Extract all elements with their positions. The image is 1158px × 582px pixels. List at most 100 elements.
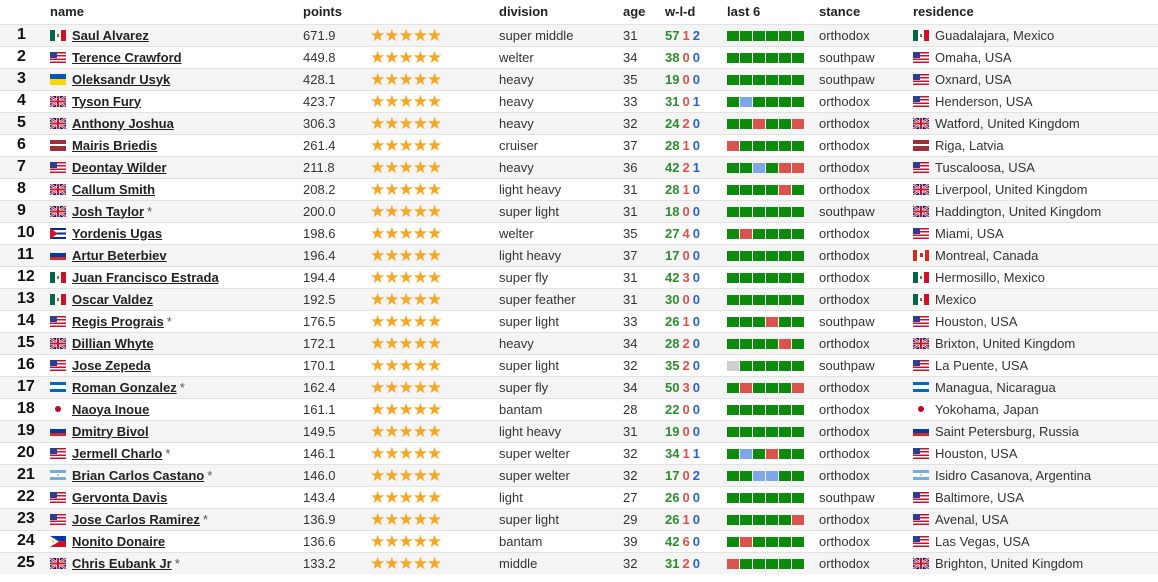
header-name[interactable]: name: [50, 4, 84, 20]
star-rating-icon: ★★★★★: [370, 377, 442, 397]
residence-cell: Liverpool, United Kingdom: [913, 177, 1158, 200]
stars-cell: ★★★★★: [370, 551, 499, 574]
boxer-name-link[interactable]: Oscar Valdez: [72, 291, 153, 307]
header-stance[interactable]: stance: [819, 4, 861, 20]
residence-cell: Brighton, United Kingdom: [913, 551, 1158, 574]
star-rating-icon: ★★★★★: [370, 399, 442, 419]
last6-cell: [727, 485, 819, 508]
rank-cell: 19: [0, 419, 50, 442]
points-cell: 671.9: [303, 23, 370, 46]
header-wld[interactable]: w-l-d: [665, 4, 696, 20]
wld-cell: 28 1 0: [665, 133, 727, 156]
last6-result-box: [727, 207, 739, 218]
last6-result-box: [792, 207, 804, 218]
age-cell: 35: [623, 67, 665, 90]
last6-result-box: [727, 163, 739, 174]
boxer-name-link[interactable]: Dmitry Bivol: [72, 423, 149, 439]
wld-cell: 24 2 0: [665, 111, 727, 134]
residence-cell: Oxnard, USA: [913, 67, 1158, 90]
stars-cell: ★★★★★: [370, 221, 499, 244]
last6-result-box: [779, 383, 791, 394]
header-age[interactable]: age: [623, 4, 646, 20]
boxer-name-link[interactable]: Josh Taylor: [72, 203, 145, 219]
residence-text: Mexico: [935, 291, 977, 307]
residence-text: Yokohama, Japan: [935, 401, 1039, 417]
last6-strip: [727, 75, 804, 86]
wld-cell: 34 1 1: [665, 441, 727, 464]
last6-result-box: [779, 31, 791, 42]
boxer-name-link[interactable]: Brian Carlos Castano: [72, 467, 205, 483]
wins: 26: [665, 313, 680, 329]
residence-text: Henderson, USA: [935, 93, 1033, 109]
boxer-name-link[interactable]: Tyson Fury: [72, 93, 142, 109]
draws: 0: [692, 533, 700, 549]
last6-result-box: [766, 405, 778, 416]
boxer-name-link[interactable]: Jose Zepeda: [72, 357, 151, 373]
residence-text: Watford, United Kingdom: [935, 115, 1080, 131]
boxer-name-link[interactable]: Deontay Wilder: [72, 159, 167, 175]
rank-cell: 11: [0, 243, 50, 266]
division-cell: heavy: [499, 111, 623, 134]
boxer-name-link[interactable]: Roman Gonzalez: [72, 379, 177, 395]
age-cell: 31: [623, 419, 665, 442]
boxer-name-link[interactable]: Oleksandr Usyk: [72, 71, 171, 87]
division-cell: super feather: [499, 287, 623, 310]
division-cell: bantam: [499, 397, 623, 420]
boxer-name-link[interactable]: Mairis Briedis: [72, 137, 158, 153]
stance-cell: orthodox: [819, 463, 913, 486]
residence-text: Brighton, United Kingdom: [935, 555, 1084, 571]
wld-cell: 27 4 0: [665, 221, 727, 244]
flag-us-icon: [50, 513, 66, 525]
header-last6[interactable]: last 6: [727, 4, 761, 20]
flag-jp-icon: [50, 403, 66, 415]
residence-text: Liverpool, United Kingdom: [935, 181, 1088, 197]
boxer-name-link[interactable]: Jermell Charlo: [72, 445, 163, 461]
boxer-name-link[interactable]: Chris Eubank Jr: [72, 555, 172, 571]
flag-mx-icon: [50, 29, 66, 41]
last6-result-box: [740, 207, 752, 218]
last6-result-box: [766, 317, 778, 328]
boxer-name-link[interactable]: Saul Alvarez: [72, 27, 149, 43]
residence-text: Hermosillo, Mexico: [935, 269, 1045, 285]
boxer-name-link[interactable]: Regis Prograis: [72, 313, 164, 329]
last6-result-box: [779, 141, 791, 152]
flag-gb-icon: [913, 183, 929, 195]
last6-result-box: [740, 163, 752, 174]
table-row: 20 Jermell Charlo * 146.1 ★★★★★ super welter 3…: [0, 441, 1158, 464]
boxer-name-link[interactable]: Gervonta Davis: [72, 489, 168, 505]
last6-cell: [727, 375, 819, 398]
points-cell: 449.8: [303, 45, 370, 68]
residence-cell: Miami, USA: [913, 221, 1158, 244]
last6-strip: [727, 53, 804, 64]
header-points[interactable]: points: [303, 4, 342, 20]
last6-strip: [727, 273, 804, 284]
last6-result-box: [753, 185, 765, 196]
boxer-name-link[interactable]: Callum Smith: [72, 181, 156, 197]
boxer-name-link[interactable]: Anthony Joshua: [72, 115, 174, 131]
boxer-name-link[interactable]: Nonito Donaire: [72, 533, 166, 549]
table-row: 15 Dillian Whyte 172.1 ★★★★★ heavy 34 28 2 0 orth…: [0, 331, 1158, 354]
boxer-name-link[interactable]: Artur Beterbiev: [72, 247, 167, 263]
boxer-name-link[interactable]: Terence Crawford: [72, 49, 182, 65]
rank-cell: 6: [0, 133, 50, 156]
star-rating-icon: ★★★★★: [370, 91, 442, 111]
last6-strip: [727, 361, 804, 372]
residence-cell: Henderson, USA: [913, 89, 1158, 112]
asterisk-mark: *: [166, 313, 172, 329]
residence-text: Haddington, United Kingdom: [935, 203, 1102, 219]
boxer-name-link[interactable]: Yordenis Ugas: [72, 225, 163, 241]
header-residence[interactable]: residence: [913, 4, 974, 20]
header-division[interactable]: division: [499, 4, 549, 20]
residence-text: Tuscaloosa, USA: [935, 159, 1035, 175]
draws: 1: [692, 93, 700, 109]
last6-cell: [727, 507, 819, 530]
boxer-name-link[interactable]: Dillian Whyte: [72, 335, 154, 351]
last6-result-box: [766, 383, 778, 394]
boxer-name-link[interactable]: Jose Carlos Ramirez: [72, 511, 200, 527]
losses: 0: [682, 423, 690, 439]
flag-gb-icon: [50, 183, 66, 195]
residence-text: Brixton, United Kingdom: [935, 335, 1076, 351]
boxer-name-link[interactable]: Naoya Inoue: [72, 401, 150, 417]
boxer-name-link[interactable]: Juan Francisco Estrada: [72, 269, 219, 285]
age-cell: 31: [623, 265, 665, 288]
